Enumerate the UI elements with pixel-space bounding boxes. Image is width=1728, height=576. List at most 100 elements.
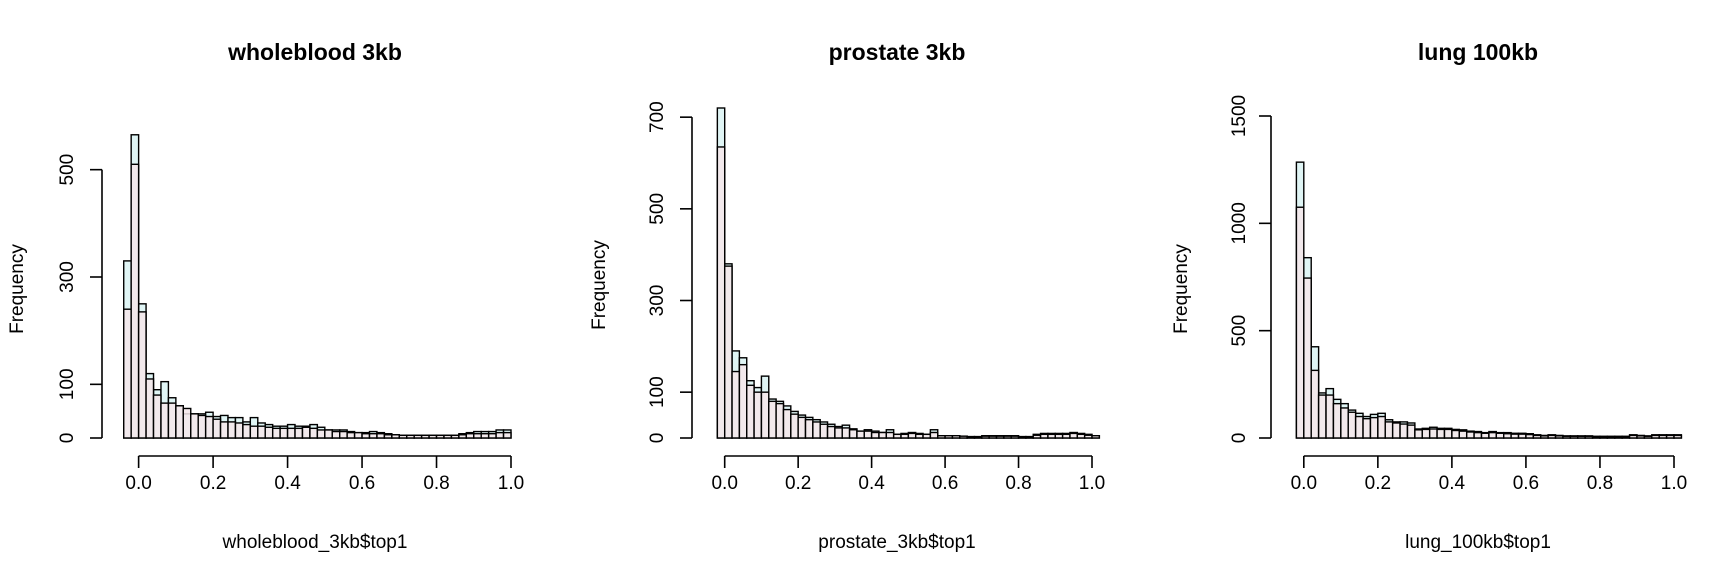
histogram-bar (175, 405, 185, 439)
histogram-bar (1569, 435, 1579, 439)
y-tick-label: 100 (57, 368, 78, 400)
histogram-bar (242, 423, 252, 439)
histogram-bar (1010, 435, 1020, 439)
histogram-bar (1606, 436, 1616, 439)
histogram-bar (1003, 435, 1012, 439)
y-tick-label: 0 (57, 433, 78, 444)
histogram-bar (826, 425, 836, 439)
x-axis-label: lung_100kb$top1 (1405, 532, 1551, 553)
y-axis-label: Frequency (7, 244, 28, 334)
histogram-bar (1465, 431, 1475, 439)
histogram-bar (130, 163, 140, 439)
histogram-bar (398, 434, 408, 439)
histogram-bar (324, 429, 333, 439)
histogram-bar (368, 433, 378, 439)
histogram-bar (1377, 415, 1386, 439)
y-tick-label: 500 (57, 154, 78, 186)
histogram-bar (1658, 434, 1668, 439)
histogram-bar (1061, 433, 1071, 439)
x-tick-label: 0.8 (1587, 473, 1613, 494)
y-tick-label: 300 (57, 261, 78, 293)
x-tick-label: 0.6 (1513, 473, 1539, 494)
histogram-bar (863, 430, 873, 439)
histogram-bar (819, 423, 829, 439)
histogram-bar (458, 434, 468, 439)
histogram-bar (234, 422, 244, 439)
histogram-bar (331, 430, 341, 439)
histogram-bar (249, 425, 259, 439)
y-tick-label: 700 (647, 101, 668, 133)
histogram-bar (1451, 429, 1460, 439)
histogram-bar (435, 434, 445, 439)
histogram-bar (1532, 434, 1542, 439)
histogram-bar (1621, 436, 1631, 439)
histogram-bar (1391, 422, 1401, 439)
histogram-bar (856, 430, 865, 439)
x-tick-label: 1.0 (1661, 473, 1687, 494)
histogram-bar (966, 435, 976, 439)
histogram-bar (160, 402, 170, 439)
histogram-bar (929, 431, 939, 439)
histogram-bar (123, 308, 132, 439)
x-tick-label: 0.8 (423, 473, 449, 494)
y-tick-label: 1500 (1229, 95, 1250, 137)
histogram-bar (738, 363, 748, 439)
histogram-bar (1083, 434, 1093, 439)
histogram-bar (1443, 428, 1453, 439)
chart-title: lung 100kb (1418, 39, 1538, 65)
histogram-bar (981, 435, 990, 439)
x-tick-label: 0.4 (1439, 473, 1466, 494)
x-tick-label: 0.0 (1291, 473, 1317, 494)
histogram-bar (1325, 394, 1335, 439)
histogram-bar (922, 433, 932, 439)
histogram-bar (204, 415, 214, 439)
x-tick-label: 1.0 (498, 473, 524, 494)
y-tick-label: 0 (1229, 433, 1250, 444)
histogram-bar (1517, 433, 1527, 439)
histogram-bar (1091, 435, 1101, 439)
histogram-bar (768, 400, 777, 439)
histogram-bar (480, 433, 490, 439)
histogram-bar (301, 426, 311, 439)
histogram-bar (361, 433, 371, 439)
histogram-bar (1591, 436, 1601, 439)
histogram-bar (1584, 435, 1594, 439)
x-tick-label: 0.6 (349, 473, 375, 494)
histogram-bar (1488, 431, 1498, 439)
histogram-bar (1554, 435, 1564, 439)
histogram-bar (264, 426, 274, 439)
histogram-bar (1651, 434, 1660, 439)
histogram-bar (1636, 435, 1646, 439)
histogram-bar (1495, 432, 1505, 439)
histogram-bar (944, 435, 954, 439)
histogram-bar (973, 435, 983, 439)
histogram-bar (834, 427, 843, 439)
histogram-bar (279, 427, 289, 439)
histogram-bar (937, 435, 946, 439)
histogram-bar (760, 391, 770, 439)
histogram-bar (988, 435, 998, 439)
histogram-bar (1362, 417, 1372, 439)
histogram-bar (1414, 429, 1423, 439)
chart-title: wholeblood 3kb (227, 39, 402, 65)
histogram-bar (797, 416, 807, 439)
histogram-bar (1673, 434, 1683, 439)
histogram-bar (1076, 433, 1086, 439)
histogram-bar (391, 434, 400, 439)
x-tick-label: 0.0 (125, 473, 151, 494)
histogram-bar (1547, 434, 1557, 439)
histogram-bar (995, 435, 1005, 439)
x-axis-label: prostate_3kb$top1 (818, 532, 975, 553)
y-tick-label: 500 (647, 193, 668, 225)
x-tick-label: 0.2 (1365, 473, 1391, 494)
histogram-bar (502, 431, 512, 439)
histogram-bar (376, 433, 386, 439)
panel-prostate-3kb: 0 100 300 500 700 0.0 0.2 0.4 0.6 0.8 1.0 prostate … (589, 39, 1105, 553)
histogram-bar (182, 407, 192, 439)
histogram-bar (1310, 369, 1320, 439)
histogram-bar (420, 434, 430, 439)
x-tick-label: 0.4 (274, 473, 301, 494)
y-tick-label: 100 (647, 376, 668, 408)
histogram-bar (914, 433, 924, 439)
